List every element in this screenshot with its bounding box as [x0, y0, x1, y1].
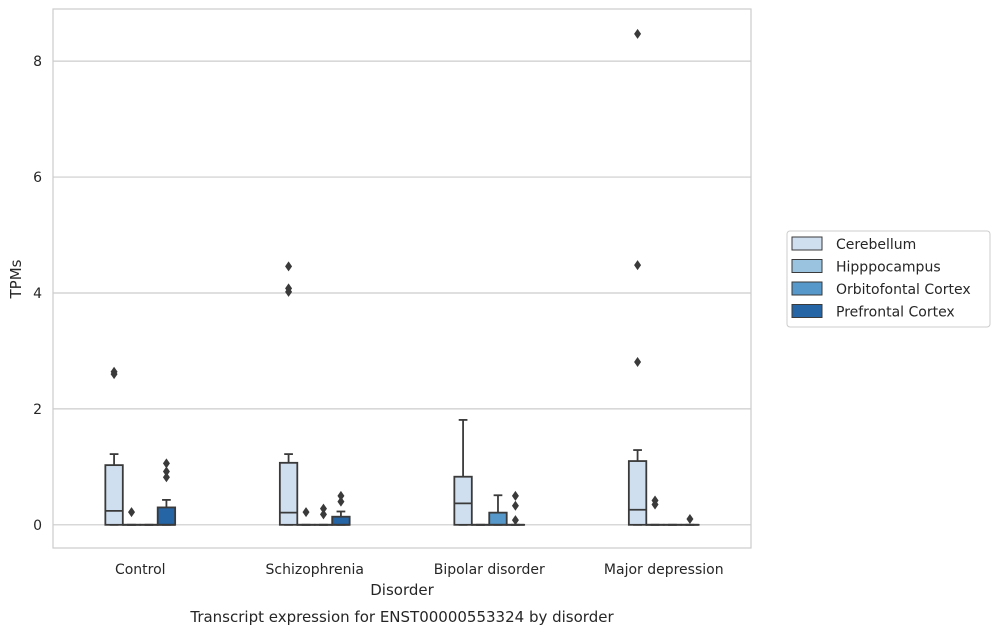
- x-tick-label: Schizophrenia: [266, 562, 364, 578]
- outlier-point: [651, 495, 659, 506]
- outlier-point: [511, 490, 519, 501]
- box-prefrontal-cortex: [680, 514, 700, 526]
- legend-label: Hipppocampus: [836, 260, 941, 276]
- box-prefrontal-cortex: [505, 490, 526, 526]
- legend-swatch: [791, 304, 823, 318]
- box-body: [156, 506, 177, 526]
- legend-swatch: [791, 281, 823, 296]
- box-groups: [104, 28, 700, 526]
- outlier-point: [511, 500, 519, 511]
- outlier-point: [302, 507, 310, 518]
- x-axis-label: Disorder: [370, 581, 434, 599]
- outlier-point: [128, 507, 136, 518]
- box-orbitofontal-cortex: [313, 503, 334, 526]
- grid-lines: [53, 60, 751, 526]
- y-tick-label: 8: [33, 54, 42, 70]
- y-tick-label: 6: [33, 170, 42, 186]
- box-body: [488, 511, 508, 526]
- box-body: [453, 475, 473, 526]
- axis-ticks: 0 2 4 6 8 Control Schizophrenia Bipolar disorde…: [33, 54, 724, 578]
- outlier-point: [162, 466, 170, 477]
- box-body: [331, 515, 351, 526]
- y-axis-label: TPMs: [7, 259, 25, 299]
- box-cerebellum: [278, 261, 299, 526]
- box-hipppocampus: [645, 495, 665, 526]
- box-hipppocampus: [121, 507, 142, 526]
- legend-frame: [786, 230, 991, 328]
- outlier-point: [319, 509, 327, 520]
- outlier-point: [686, 514, 694, 525]
- outlier-point: [634, 260, 642, 271]
- y-tick-label: 0: [33, 518, 42, 534]
- box-cerebellum: [627, 28, 648, 526]
- x-tick-label: Control: [115, 562, 166, 578]
- outlier-point: [511, 515, 519, 526]
- outlier-point: [285, 283, 293, 294]
- box-body: [104, 464, 124, 526]
- box-prefrontal-cortex: [156, 458, 177, 526]
- legend-label: Orbitofontal Cortex: [836, 282, 971, 298]
- y-tick-label: 2: [33, 402, 42, 418]
- outlier-point: [110, 366, 118, 377]
- outlier-point: [634, 356, 642, 367]
- outlier-point: [337, 496, 345, 507]
- box-orbitofontal-cortex: [488, 494, 508, 526]
- outlier-point: [634, 28, 642, 39]
- box-body: [627, 460, 648, 526]
- legend-swatch: [791, 259, 823, 273]
- chart-caption: Transcript expression for ENST0000055332…: [189, 608, 614, 626]
- x-tick-label: Major depression: [604, 562, 724, 578]
- box-cerebellum: [453, 419, 473, 526]
- outlier-point: [285, 261, 293, 272]
- x-tick-label: Bipolar disorder: [434, 562, 545, 578]
- box-prefrontal-cortex: [331, 490, 351, 526]
- box-body: [278, 461, 299, 526]
- outlier-point: [337, 490, 345, 501]
- outlier-point: [319, 503, 327, 514]
- outlier-point: [162, 472, 170, 483]
- legend: Cerebellum Hipppocampus Orbitofontal Corte…: [786, 230, 991, 328]
- box-hipppocampus: [296, 507, 316, 526]
- box-cerebellum: [104, 366, 124, 526]
- y-tick-label: 4: [33, 286, 42, 302]
- legend-swatch: [791, 236, 823, 251]
- outlier-point: [162, 458, 170, 469]
- legend-label: Cerebellum: [836, 237, 916, 253]
- plot-area-frame: [52, 8, 752, 549]
- legend-label: Prefrontal Cortex: [836, 305, 955, 321]
